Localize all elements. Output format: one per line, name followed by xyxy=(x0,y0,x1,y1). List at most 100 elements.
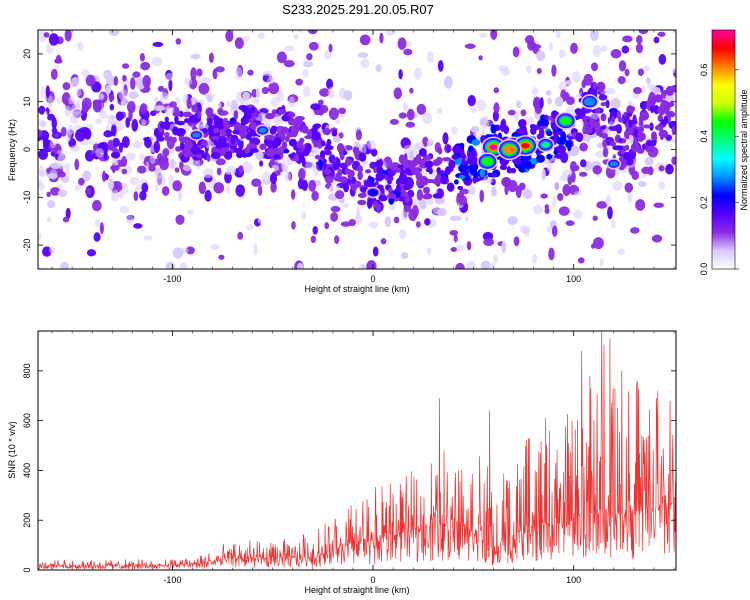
heatmap-cell xyxy=(184,140,191,148)
heatmap-cell xyxy=(165,261,176,269)
heatmap-cell xyxy=(598,82,605,93)
heatmap-cell xyxy=(302,86,311,98)
heatmap-cell xyxy=(190,145,201,155)
heatmap-cell xyxy=(389,203,395,211)
heatmap-cell xyxy=(635,43,643,54)
heatmap-cell xyxy=(297,30,304,34)
heatmap-cell xyxy=(51,127,58,134)
heatmap-cell xyxy=(220,151,226,157)
heatmap-cell xyxy=(139,190,147,201)
heatmap-cell xyxy=(151,56,163,67)
heatmap-cell xyxy=(497,65,509,72)
heatmap-cell xyxy=(235,184,246,197)
heatmap-cell xyxy=(334,235,340,245)
heatmap-cell xyxy=(108,30,120,36)
heatmap-cell xyxy=(526,65,532,74)
heatmap-cell xyxy=(56,98,63,104)
heatmap-cell xyxy=(218,254,225,260)
heatmap-cell xyxy=(268,82,280,95)
heatmap-cell xyxy=(569,160,578,173)
heatmap-cell xyxy=(637,133,644,142)
heatmap-cell xyxy=(649,101,655,107)
heatmap-cell xyxy=(339,151,345,161)
heatmap-cell xyxy=(161,186,170,196)
heatmap-cell xyxy=(408,151,415,161)
heatmap-cell xyxy=(182,111,192,118)
heatmap-cell xyxy=(590,62,599,72)
heatmap-cell xyxy=(136,165,147,174)
heatmap-cell xyxy=(342,202,350,209)
heatmap-cell xyxy=(105,84,112,95)
heatmap-cell xyxy=(121,168,128,175)
heatmap-cell xyxy=(207,118,213,127)
heatmap-cell xyxy=(112,137,120,148)
heatmap-cell xyxy=(468,164,479,171)
heatmap-cell xyxy=(209,244,220,250)
heatmap-cell xyxy=(230,135,236,145)
heatmap-cell xyxy=(627,191,633,203)
spectrogram-x-tick-label: 0 xyxy=(371,274,376,284)
heatmap-cell xyxy=(592,165,603,175)
snr-series-line xyxy=(38,331,676,570)
heatmap-cell xyxy=(357,52,369,58)
heatmap-cell xyxy=(483,238,495,246)
heatmap-cell xyxy=(216,167,222,176)
heatmap-cell xyxy=(522,188,533,200)
heatmap-cell xyxy=(618,60,627,72)
heatmap-cell xyxy=(398,228,407,240)
heatmap-cell xyxy=(186,98,192,110)
heatmap-cell xyxy=(372,246,379,257)
heatmap-cell xyxy=(621,45,630,54)
heatmap-cell xyxy=(46,173,58,179)
heatmap-peak xyxy=(541,142,550,148)
heatmap-cell xyxy=(617,76,626,85)
heatmap-cell xyxy=(211,135,220,140)
heatmap-cell xyxy=(555,30,561,39)
heatmap-cell xyxy=(303,60,313,68)
heatmap-cell xyxy=(443,75,453,89)
heatmap-cell xyxy=(611,116,616,123)
heatmap-cell xyxy=(565,80,573,86)
heatmap-cell xyxy=(204,189,212,202)
heatmap-cell xyxy=(239,130,249,138)
heatmap-cell xyxy=(610,49,622,59)
heatmap-cell xyxy=(554,153,564,159)
heatmap-cell xyxy=(385,30,396,36)
heatmap-cell xyxy=(424,160,434,169)
heatmap-cell xyxy=(357,193,367,198)
heatmap-cell xyxy=(403,48,413,56)
heatmap-cell xyxy=(628,133,634,144)
heatmap-cell xyxy=(400,252,409,259)
heatmap-cell xyxy=(370,148,378,157)
heatmap-cell xyxy=(68,95,75,106)
heatmap-cell xyxy=(650,135,658,141)
heatmap-cell xyxy=(255,87,261,99)
heatmap-cell xyxy=(191,105,199,113)
heatmap-cell xyxy=(152,41,164,47)
heatmap-cell xyxy=(632,86,643,95)
heatmap-cell xyxy=(524,160,532,170)
heatmap-cell xyxy=(450,126,458,134)
heatmap-cell xyxy=(250,122,257,130)
heatmap-cell xyxy=(64,105,72,118)
heatmap-cell xyxy=(480,260,491,269)
heatmap-cell xyxy=(463,176,473,186)
heatmap-cell xyxy=(281,141,288,149)
heatmap-cell xyxy=(486,178,494,184)
heatmap-cell xyxy=(640,111,650,121)
heatmap-cell xyxy=(226,165,237,176)
heatmap-cell xyxy=(478,55,483,61)
heatmap-cell xyxy=(519,252,524,266)
heatmap-cell xyxy=(70,145,81,152)
heatmap-cell xyxy=(249,148,259,153)
heatmap-cell xyxy=(43,32,50,38)
heatmap-cell xyxy=(641,166,652,175)
heatmap-cell xyxy=(70,77,79,86)
heatmap-cell xyxy=(541,119,550,127)
heatmap-cell xyxy=(600,102,608,107)
heatmap-cell xyxy=(476,98,487,112)
heatmap-cell xyxy=(590,30,599,41)
heatmap-cell xyxy=(196,121,204,128)
heatmap-cell xyxy=(470,125,480,133)
